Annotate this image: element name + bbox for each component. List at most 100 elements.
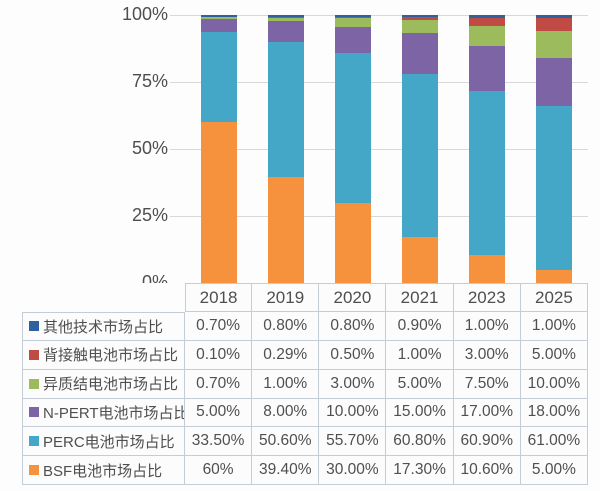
value-cell: 15.00%	[386, 398, 454, 428]
bar-segment-异质结电池市场占比	[335, 18, 371, 27]
legend-swatch-icon	[29, 436, 39, 447]
year-header-2019: 2019	[252, 283, 320, 312]
value-cell: 50.60%	[252, 427, 320, 457]
data-table: 2018 2019 2020 2021 2023 2025 其他技术市场占比 0.70% 0.8…	[22, 283, 588, 485]
bar-segment-N-PERT电池市场占比	[335, 26, 371, 54]
year-header-2025: 2025	[520, 283, 588, 312]
gridline	[170, 15, 588, 16]
bar-segment-N-PERT电池市场占比	[268, 20, 304, 42]
table-corner-spacer	[22, 283, 185, 312]
bar-segment-异质结电池市场占比	[536, 31, 572, 58]
series-name: N-PERT电池市场占比	[43, 404, 185, 422]
legend-row-label: 其他技术市场占比	[22, 312, 185, 341]
bar-segment-PERC电池市场占比	[268, 41, 304, 178]
bar-segment-N-PERT电池市场占比	[201, 19, 237, 33]
value-cell: 17.30%	[386, 456, 454, 485]
value-cell: 0.70%	[185, 312, 253, 341]
value-cell: 1.00%	[453, 312, 521, 341]
value-cell: 17.00%	[453, 398, 521, 428]
value-cell: 5.00%	[520, 456, 588, 485]
bar-2019	[268, 15, 304, 283]
bar-2021	[402, 15, 438, 283]
bar-segment-N-PERT电池市场占比	[469, 45, 505, 92]
value-cell: 0.70%	[185, 369, 253, 399]
y-axis-tick-label: 100%	[121, 4, 168, 24]
bar-segment-其他技术市场占比	[469, 15, 505, 18]
value-cell: 18.00%	[520, 398, 588, 428]
value-cell: 7.50%	[453, 369, 521, 399]
bar-2020	[335, 15, 371, 283]
value-cell: 55.70%	[319, 427, 387, 457]
bar-2023	[469, 15, 505, 283]
legend-swatch-icon	[29, 465, 39, 476]
bar-segment-PERC电池市场占比	[201, 32, 237, 123]
value-cell: 60%	[185, 456, 253, 485]
year-header-2023: 2023	[453, 283, 521, 312]
bar-segment-异质结电池市场占比	[268, 17, 304, 21]
bar-2018	[201, 15, 237, 283]
legend-row-label: 异质结电池市场占比	[22, 369, 185, 399]
value-cell: 3.00%	[453, 340, 521, 370]
bar-segment-背接触电池市场占比	[402, 17, 438, 21]
value-cell: 33.50%	[185, 427, 253, 457]
bar-segment-背接触电池市场占比	[335, 17, 371, 19]
series-name: 其他技术市场占比	[43, 318, 164, 336]
bar-segment-BSF电池市场占比	[268, 177, 304, 283]
gridline	[170, 82, 588, 83]
bar-segment-BSF电池市场占比	[536, 269, 572, 283]
value-cell: 0.10%	[185, 340, 253, 370]
value-cell: 39.40%	[252, 456, 320, 485]
bar-segment-其他技术市场占比	[536, 15, 572, 18]
value-cell: 0.80%	[319, 312, 387, 341]
value-cell: 3.00%	[319, 369, 387, 399]
bar-segment-N-PERT电池市场占比	[402, 33, 438, 74]
bar-segment-背接触电池市场占比	[469, 17, 505, 26]
series-name: PERC电池市场占比	[43, 433, 175, 451]
bar-segment-背接触电池市场占比	[536, 17, 572, 32]
legend-swatch-icon	[29, 407, 39, 418]
bar-2025	[536, 15, 572, 283]
bar-segment-BSF电池市场占比	[335, 202, 371, 283]
plot-area	[170, 15, 588, 284]
y-axis-tick-label: 50%	[131, 138, 168, 158]
legend-swatch-icon	[29, 378, 39, 389]
value-cell: 30.00%	[319, 456, 387, 485]
value-cell: 10.00%	[520, 369, 588, 399]
value-cell: 1.00%	[252, 369, 320, 399]
bar-segment-PERC电池市场占比	[536, 106, 572, 270]
legend-row-label: 背接触电池市场占比	[22, 340, 185, 370]
bar-segment-其他技术市场占比	[201, 15, 237, 17]
bar-segment-背接触电池市场占比	[268, 17, 304, 18]
series-name: 异质结电池市场占比	[43, 376, 179, 394]
value-cell: 5.00%	[386, 369, 454, 399]
y-axis-tick-label: 25%	[131, 205, 168, 225]
bar-segment-BSF电池市场占比	[402, 236, 438, 283]
bar-segment-PERC电池市场占比	[469, 91, 505, 255]
legend-swatch-icon	[29, 349, 39, 360]
bar-segment-N-PERT电池市场占比	[536, 57, 572, 107]
bar-segment-BSF电池市场占比	[469, 254, 505, 283]
year-header-2020: 2020	[319, 283, 387, 312]
value-cell: 60.90%	[453, 427, 521, 457]
value-cell: 1.00%	[386, 340, 454, 370]
legend-row-label: PERC电池市场占比	[22, 427, 185, 457]
year-header-2018: 2018	[185, 283, 253, 312]
gridline	[170, 149, 588, 150]
value-cell: 8.00%	[252, 398, 320, 428]
bar-segment-PERC电池市场占比	[335, 53, 371, 203]
y-axis-tick-label: 75%	[131, 71, 168, 91]
bar-segment-异质结电池市场占比	[469, 25, 505, 46]
value-cell: 1.00%	[520, 312, 588, 341]
bar-segment-其他技术市场占比	[268, 15, 304, 18]
value-cell: 10.60%	[453, 456, 521, 485]
bar-segment-异质结电池市场占比	[402, 20, 438, 34]
legend-swatch-icon	[29, 321, 39, 332]
series-name: 背接触电池市场占比	[43, 347, 179, 365]
gridline	[170, 216, 588, 217]
series-name: BSF电池市场占比	[43, 462, 163, 480]
value-cell: 0.29%	[252, 340, 320, 370]
bar-segment-异质结电池市场占比	[201, 17, 237, 20]
bar-segment-其他技术市场占比	[335, 15, 371, 18]
value-cell: 0.50%	[319, 340, 387, 370]
